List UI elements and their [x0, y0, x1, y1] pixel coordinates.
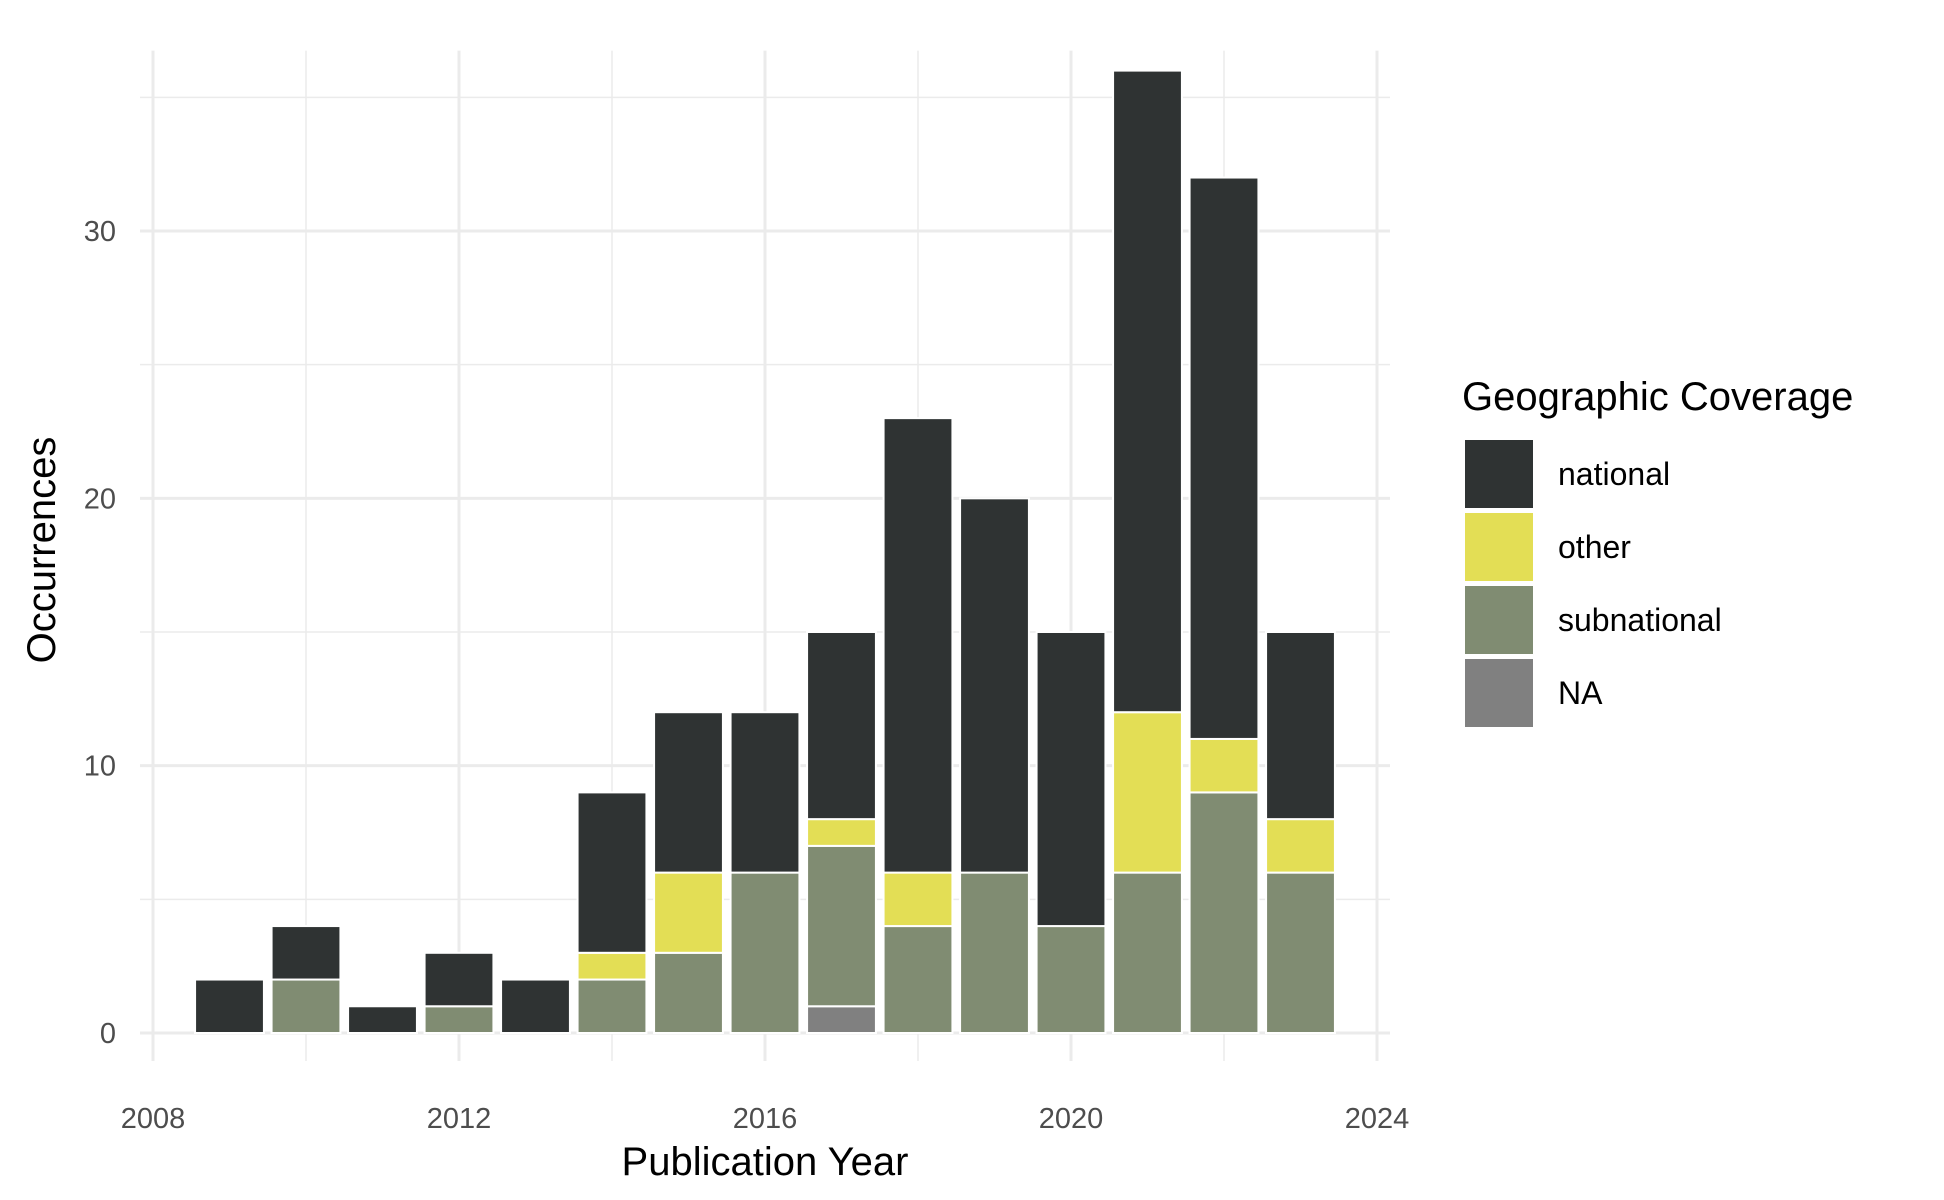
bar-2014-subnational — [576, 978, 648, 1034]
x-tick-label: 2012 — [427, 1103, 492, 1135]
y-tick-label: 30 — [84, 216, 116, 248]
x-tick-label: 2020 — [1039, 1103, 1104, 1135]
x-tick-label: 2016 — [733, 1103, 798, 1135]
y-tick-label: 20 — [84, 483, 116, 515]
bar-2012-subnational — [423, 1005, 495, 1034]
bars — [194, 69, 1336, 1035]
bar-2022-other — [1188, 737, 1260, 794]
bar-2023-subnational — [1265, 871, 1336, 1034]
bar-2017-subnational — [806, 844, 877, 1008]
legend-items: national other subnational NA — [1465, 440, 1722, 727]
legend-label-national: national — [1558, 456, 1670, 492]
legend-key-subnational — [1465, 586, 1533, 654]
legend-label-other: other — [1558, 529, 1631, 565]
x-tick-label: 2024 — [1345, 1103, 1410, 1135]
legend-key-na — [1465, 659, 1533, 727]
legend-label-na: NA — [1558, 675, 1603, 711]
y-axis-title: Occurrences — [20, 437, 64, 664]
bar-2015-other — [653, 871, 724, 954]
x-axis-title: Publication Year — [622, 1140, 909, 1184]
bar-2013-national — [500, 978, 571, 1034]
bar-2023-national — [1265, 631, 1336, 821]
legend-title: Geographic Coverage — [1462, 375, 1853, 419]
bar-2015-national — [653, 711, 724, 874]
x-axis-ticks: 2008 2012 2016 2020 2024 — [121, 1103, 1410, 1135]
y-axis-ticks: 0 10 20 30 — [84, 216, 116, 1050]
bar-2009-national — [194, 978, 265, 1034]
bar-2022-subnational — [1188, 791, 1260, 1035]
bar-2017-other — [806, 818, 877, 847]
bar-2016-subnational — [729, 871, 801, 1034]
bar-2016-national — [729, 711, 801, 874]
bar-2015-subnational — [653, 951, 724, 1034]
bar-2021-other — [1112, 711, 1183, 874]
y-tick-label: 0 — [100, 1018, 116, 1050]
bar-2012-national — [423, 951, 495, 1008]
bar-2018-subnational — [882, 925, 954, 1034]
bar-2011-national — [347, 1005, 418, 1034]
bar-2018-national — [882, 417, 954, 874]
legend-key-other — [1465, 513, 1533, 581]
bar-2010-national — [270, 925, 342, 981]
legend-key-national — [1465, 440, 1533, 508]
bar-2018-other — [882, 871, 954, 928]
legend-label-subnational: subnational — [1558, 602, 1722, 638]
bar-2022-national — [1188, 176, 1260, 740]
bar-2023-other — [1265, 818, 1336, 874]
legend: Geographic Coverage national other subnati… — [1462, 375, 1853, 727]
bar-2010-subnational — [270, 978, 342, 1034]
y-tick-label: 10 — [84, 751, 116, 783]
bar-2021-national — [1112, 69, 1183, 714]
bar-2017-national — [806, 631, 877, 821]
bar-2020-subnational — [1035, 925, 1107, 1034]
bar-2014-other — [576, 951, 648, 981]
bar-2019-national — [959, 497, 1030, 874]
bar-2014-national — [576, 791, 648, 954]
bar-2021-subnational — [1112, 871, 1183, 1034]
bar-2017-na — [806, 1005, 877, 1034]
bar-2019-subnational — [959, 871, 1030, 1034]
x-tick-label: 2008 — [121, 1103, 186, 1135]
bar-2020-national — [1035, 631, 1107, 928]
